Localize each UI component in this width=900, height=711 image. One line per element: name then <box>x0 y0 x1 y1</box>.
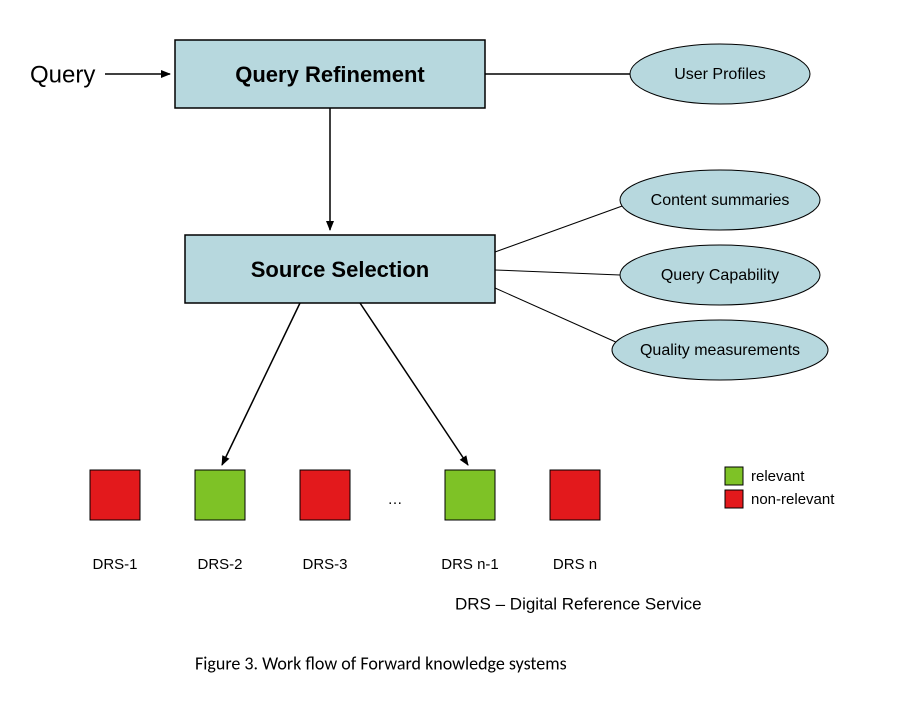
selection-to-quality <box>495 288 618 343</box>
selection-to-content <box>495 205 625 252</box>
legend-relevant-label: relevant <box>751 468 805 485</box>
drs-footer: DRS – Digital Reference Service <box>455 594 702 613</box>
drs-square-1 <box>90 470 140 520</box>
legend-relevant-swatch <box>725 467 743 485</box>
drs-label-3: DRS-3 <box>302 556 347 573</box>
drs-square-3 <box>300 470 350 520</box>
drs-label-5: DRS n <box>553 556 597 573</box>
drs-label-2: DRS-2 <box>197 556 242 573</box>
selection-to-drsn1 <box>360 303 468 465</box>
content-summaries-ellipse-label: Content summaries <box>651 192 790 209</box>
drs-square-5 <box>550 470 600 520</box>
drs-label-1: DRS-1 <box>92 556 137 573</box>
legend-nonrelevant-label: non-relevant <box>751 491 835 508</box>
query-refinement-box-label: Query Refinement <box>235 62 425 87</box>
user-profiles-ellipse-label: User Profiles <box>674 66 766 83</box>
drs-ellipsis: … <box>388 491 403 508</box>
source-selection-box-label: Source Selection <box>251 257 430 282</box>
drs-label-4: DRS n-1 <box>441 556 499 573</box>
query-label: Query <box>30 61 95 88</box>
quality-measurements-ellipse-label: Quality measurements <box>640 342 800 359</box>
selection-to-drs2 <box>222 303 300 465</box>
selection-to-capability <box>495 270 620 275</box>
drs-square-4 <box>445 470 495 520</box>
workflow-diagram: Query Query Refinement Source Selection Use… <box>0 0 900 711</box>
figure-caption: Figure 3. Work flow of Forward knowledge… <box>195 652 567 674</box>
drs-square-2 <box>195 470 245 520</box>
query-capability-ellipse-label: Query Capability <box>661 267 779 284</box>
legend-nonrelevant-swatch <box>725 490 743 508</box>
